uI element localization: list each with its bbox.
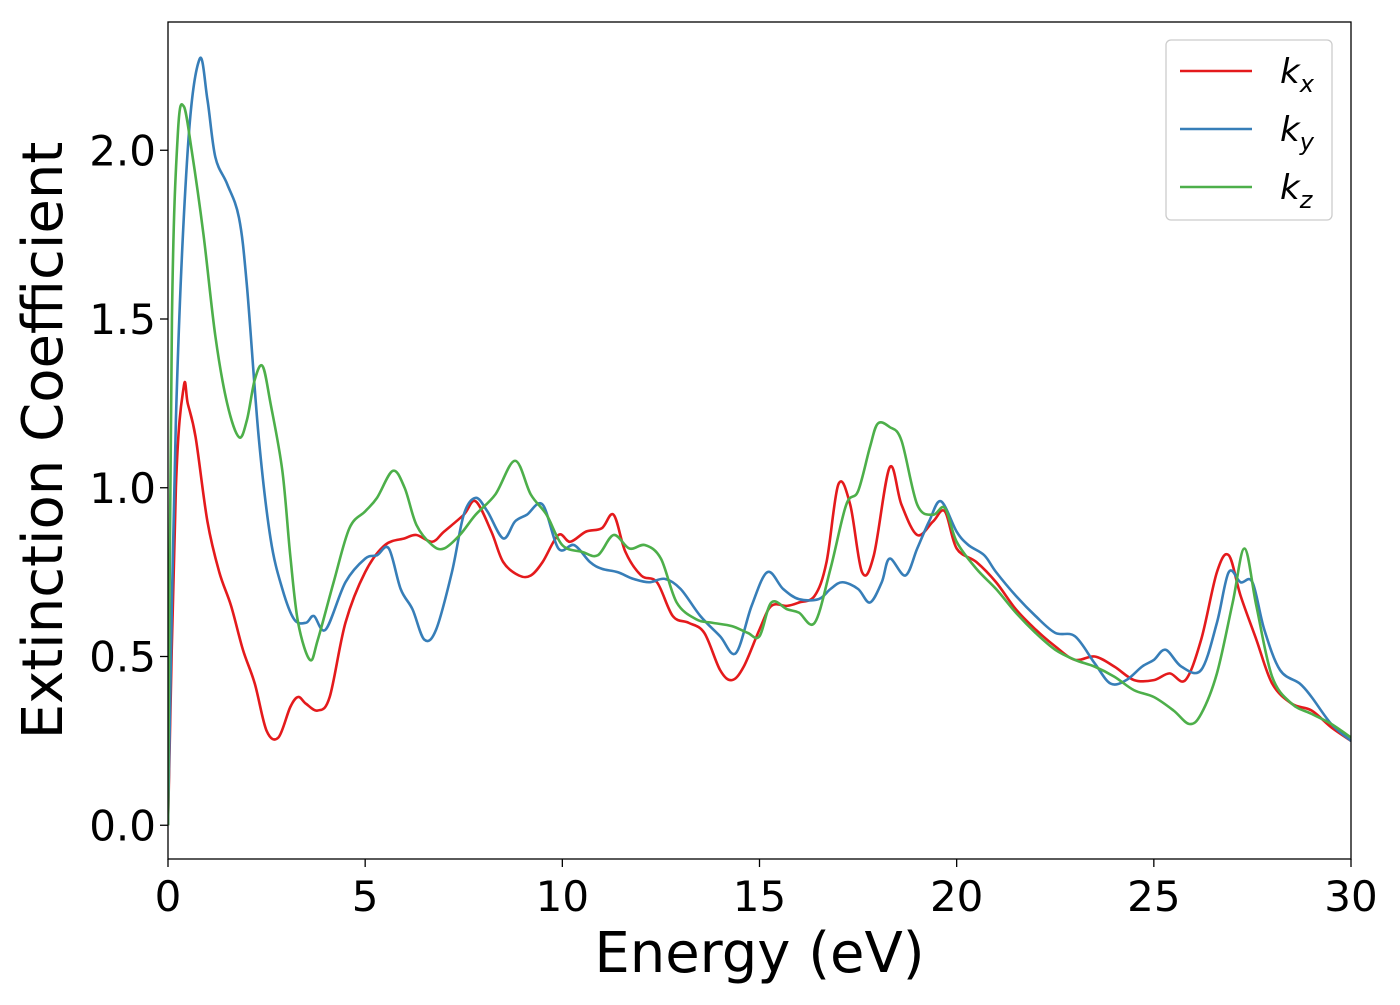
legend-label-subscript: x (1299, 70, 1315, 98)
x-tick-label: 0 (155, 872, 182, 921)
y-tick-label: 2.0 (89, 126, 156, 175)
y-tick-label: 0.0 (89, 801, 156, 850)
legend-label: ky (1280, 110, 1315, 156)
legend-item-y: ky (1180, 110, 1315, 156)
legend-label: kz (1280, 168, 1314, 214)
x-tick-label: 20 (930, 872, 983, 921)
series-line-z (168, 103, 1351, 826)
x-axis-ticks: 0 5 10 15 20 25 30 (155, 859, 1378, 921)
x-tick-label: 5 (352, 872, 379, 921)
legend-item-z: kz (1180, 168, 1314, 214)
legend-label-subscript: z (1299, 186, 1314, 214)
x-tick-label: 10 (536, 872, 589, 921)
y-axis-ticks: 0.0 0.5 1.0 1.5 2.0 (89, 126, 168, 850)
legend-label: kx (1280, 52, 1315, 98)
y-tick-label: 1.5 (89, 295, 156, 344)
series-line-y (168, 56, 1351, 826)
legend-label-main: k (1280, 52, 1301, 92)
legend-label-main: k (1280, 168, 1301, 208)
y-tick-label: 1.0 (89, 464, 156, 513)
x-tick-label: 15 (733, 872, 786, 921)
legend-label-subscript: y (1299, 128, 1315, 156)
y-axis-label: Extinction Coefficient (11, 142, 76, 740)
legend-label-main: k (1280, 110, 1301, 150)
legend-item-x: kx (1180, 52, 1315, 98)
y-tick-label: 0.5 (89, 633, 156, 682)
x-tick-label: 30 (1324, 872, 1377, 921)
series-line-x (168, 380, 1351, 826)
series-layer (168, 56, 1351, 826)
x-axis-label: Energy (eV) (594, 921, 924, 986)
x-tick-label: 25 (1127, 872, 1180, 921)
